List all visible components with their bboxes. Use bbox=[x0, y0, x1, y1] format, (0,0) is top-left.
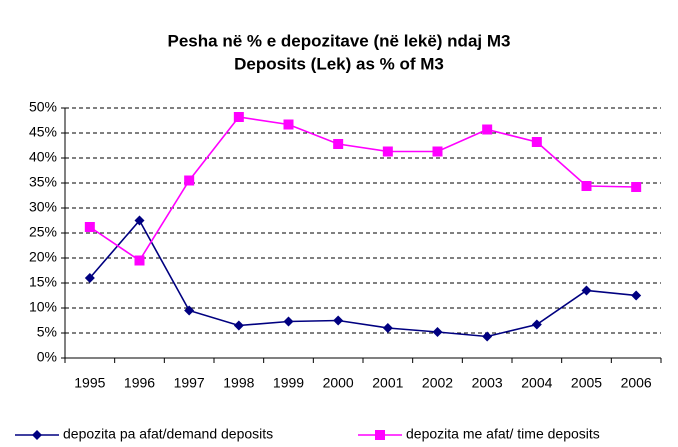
data-point bbox=[432, 146, 443, 157]
data-point bbox=[581, 285, 592, 296]
data-point bbox=[84, 273, 95, 283]
y-tick-label: 10% bbox=[29, 299, 57, 315]
y-tick-label: 40% bbox=[29, 149, 57, 165]
data-point bbox=[531, 137, 542, 147]
x-tick-label: 2004 bbox=[521, 375, 552, 391]
data-point bbox=[531, 319, 542, 330]
data-point bbox=[333, 139, 344, 149]
data-point bbox=[134, 255, 145, 266]
x-tick-label: 1999 bbox=[273, 375, 304, 391]
chart-subtitle: Deposits (Lek) as % of M3 bbox=[234, 54, 444, 73]
data-point bbox=[184, 305, 195, 316]
x-tick-label: 1998 bbox=[223, 375, 254, 391]
data-point bbox=[184, 175, 195, 186]
y-tick-label: 45% bbox=[29, 124, 57, 140]
y-tick-label: 0% bbox=[37, 349, 57, 365]
chart-title: Pesha në % e depozitave (në lekë) ndaj M… bbox=[168, 31, 511, 50]
data-point bbox=[482, 331, 493, 342]
data-point bbox=[482, 124, 493, 135]
y-tick-label: 25% bbox=[29, 224, 57, 240]
y-tick-label: 20% bbox=[29, 249, 57, 265]
data-point bbox=[283, 119, 294, 130]
data-point bbox=[382, 146, 393, 157]
series-line bbox=[89, 116, 637, 262]
legend-marker bbox=[375, 430, 385, 440]
data-point bbox=[333, 315, 344, 326]
data-point bbox=[283, 316, 294, 327]
x-tick-label: 1995 bbox=[74, 375, 105, 391]
x-tick-label: 2006 bbox=[621, 375, 652, 391]
y-tick-label: 5% bbox=[37, 324, 57, 340]
y-tick-label: 15% bbox=[29, 274, 57, 290]
y-tick-label: 35% bbox=[29, 174, 57, 190]
data-point bbox=[581, 181, 592, 191]
data-point bbox=[134, 215, 145, 226]
series-line bbox=[89, 219, 637, 338]
data-point bbox=[631, 290, 642, 301]
x-tick-label: 2002 bbox=[422, 375, 453, 391]
data-point bbox=[432, 327, 443, 337]
data-point bbox=[84, 222, 95, 232]
data-point bbox=[382, 323, 393, 333]
y-tick-label: 50% bbox=[29, 99, 57, 115]
data-point bbox=[233, 112, 244, 122]
legend-label: depozita pa afat/demand deposits bbox=[63, 426, 273, 442]
legend-label: depozita me afat/ time deposits bbox=[406, 426, 600, 442]
x-tick-label: 2005 bbox=[571, 375, 602, 391]
x-tick-label: 1997 bbox=[174, 375, 205, 391]
data-point bbox=[233, 320, 244, 331]
legend-marker bbox=[32, 430, 42, 440]
x-tick-label: 2003 bbox=[472, 375, 503, 391]
x-tick-label: 2000 bbox=[323, 375, 354, 391]
x-tick-label: 2001 bbox=[372, 375, 403, 391]
y-tick-label: 30% bbox=[29, 199, 57, 215]
data-point bbox=[631, 182, 642, 192]
x-tick-label: 1996 bbox=[124, 375, 155, 391]
